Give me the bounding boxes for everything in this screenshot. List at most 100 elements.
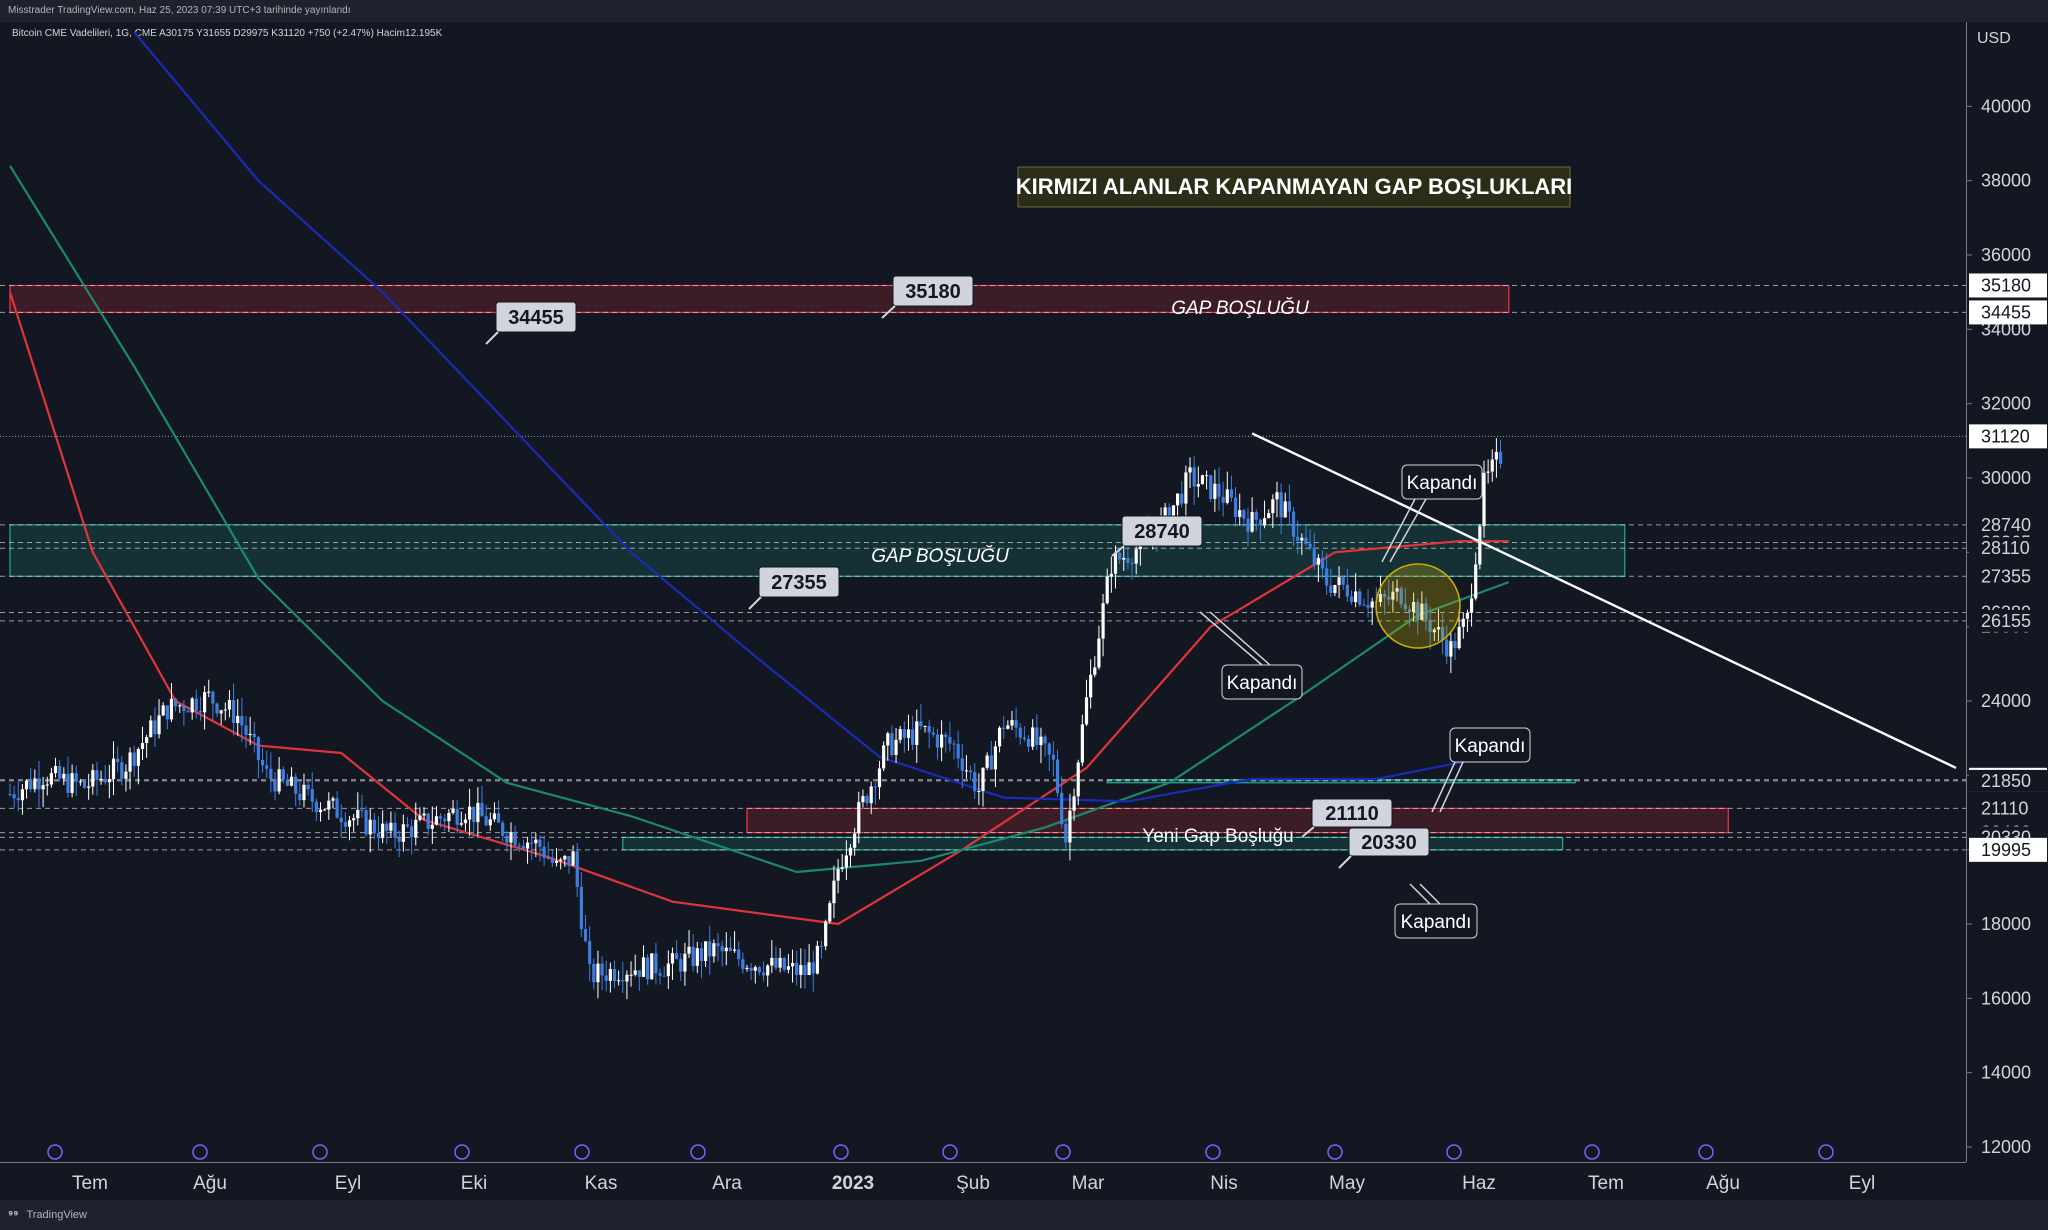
candle-body: [1383, 593, 1387, 597]
event-marker-icon[interactable]: [192, 1144, 208, 1160]
candle-body: [1072, 796, 1076, 811]
candle-body: [1395, 588, 1399, 592]
candle-body: [227, 699, 232, 710]
candle-body: [1122, 557, 1126, 560]
event-marker-icon[interactable]: [1446, 1144, 1462, 1160]
tag-35180: 35180: [881, 275, 974, 319]
candle-body: [749, 967, 753, 971]
candle-body: [273, 779, 277, 792]
event-marker-icon[interactable]: [1818, 1144, 1834, 1160]
price-label-35180: 35180: [1981, 275, 2031, 295]
candle-body: [1221, 496, 1225, 503]
candle-body: [459, 823, 463, 825]
candle-body: [658, 973, 662, 976]
candle-body: [728, 947, 733, 951]
x-tick-label: Şub: [956, 1173, 990, 1194]
candle-body: [281, 769, 285, 780]
event-marker-icon[interactable]: [312, 1144, 328, 1160]
candle-body: [107, 779, 111, 783]
candle-body: [1275, 492, 1279, 500]
candle-body: [1010, 720, 1014, 726]
candle-body: [405, 824, 410, 827]
event-marker-icon[interactable]: [690, 1144, 706, 1160]
candle-body: [1031, 727, 1035, 747]
closed-callout-2: Kapandı: [1199, 611, 1303, 700]
candle-body: [790, 962, 795, 967]
candle-body: [153, 720, 157, 735]
candle-body: [567, 855, 571, 866]
price-labels: 3518034455311202874028265281102735526380…: [1969, 273, 2047, 862]
candle-body: [1118, 552, 1122, 560]
event-marker-icon[interactable]: [1327, 1144, 1343, 1160]
candle-body: [699, 948, 704, 961]
candle-body: [803, 965, 807, 976]
candle-body: [136, 748, 140, 766]
candle-body: [732, 949, 737, 951]
candle-body: [1184, 472, 1188, 504]
price-label-bg: [1969, 513, 2047, 536]
candle-body: [703, 941, 708, 961]
candle-body: [434, 816, 439, 825]
candle-body: [29, 780, 33, 790]
event-marker-icon[interactable]: [454, 1144, 470, 1160]
y-tick-label: 12000: [1981, 1137, 2031, 1157]
svg-text:Kapandı: Kapandı: [1227, 673, 1298, 694]
candle-body: [782, 957, 786, 970]
candle-body: [397, 837, 401, 842]
candle-body: [737, 949, 741, 960]
candle-body: [952, 743, 956, 745]
highlight-circle: [1375, 563, 1461, 649]
candle-body: [625, 974, 629, 982]
event-marker-icon[interactable]: [833, 1144, 849, 1160]
candle-body: [890, 733, 894, 755]
candle-body: [542, 846, 546, 858]
candle-body: [964, 770, 969, 772]
descending-trendline[interactable]: [1251, 432, 1957, 769]
candle-body: [443, 818, 447, 822]
candle-body: [430, 824, 434, 829]
candle-body: [298, 793, 302, 801]
candle-body: [554, 860, 559, 863]
time-axis[interactable]: Tem Ağu Eyl Eki Kas Ara 2023 Şub Mar Nis May Haz Tem…: [0, 1162, 1966, 1201]
candle-body: [157, 715, 161, 735]
candle-body: [935, 734, 940, 748]
candle-body: [368, 819, 372, 835]
price-label-34455: 34455: [1981, 302, 2031, 322]
candle-body: [1204, 475, 1209, 477]
y-tick-label: 18000: [1981, 914, 2031, 934]
price-label-bg: [1969, 609, 2047, 632]
price-label-28740: 28740: [1981, 515, 2031, 535]
svg-text:Kapandı: Kapandı: [1455, 736, 1526, 757]
x-ticks: Tem Ağu Eyl Eki Kas Ara 2023 Şub Mar Nis May Haz Tem…: [72, 1173, 1875, 1194]
candle-body: [857, 802, 861, 834]
y-tick-label: 24000: [1981, 691, 2031, 711]
event-markers[interactable]: [47, 1144, 1834, 1160]
candle-body: [145, 737, 149, 744]
candle-body: [223, 709, 227, 711]
title-box: [1017, 166, 1571, 208]
candle-body: [1403, 604, 1407, 610]
price-axis-svg: USD 120001400016000180002000022000240002…: [1967, 30, 2047, 1157]
price-axis[interactable]: USD 120001400016000180002000022000240002…: [1966, 22, 2048, 1162]
candle-body: [1308, 543, 1312, 548]
price-label-bg: [1969, 537, 2047, 560]
event-marker-icon[interactable]: [1584, 1144, 1600, 1160]
candlestick-chart[interactable]: Bitcoin CME Vadelileri, 1G, CME A30175 Y…: [0, 22, 1966, 1162]
candle-body: [447, 812, 451, 822]
event-marker-icon[interactable]: [1055, 1144, 1071, 1160]
candle-body: [530, 842, 534, 844]
event-marker-icon[interactable]: [942, 1144, 958, 1160]
candle-body: [799, 965, 803, 975]
candle-body: [194, 698, 198, 711]
candle-body: [339, 817, 343, 823]
price-label-bg: [1969, 769, 2047, 792]
event-marker-icon[interactable]: [1698, 1144, 1714, 1160]
event-marker-icon[interactable]: [574, 1144, 590, 1160]
price-label-bg: [1969, 424, 2047, 449]
chart-area[interactable]: Bitcoin CME Vadelileri, 1G, CME A30175 Y…: [0, 22, 1966, 1162]
event-marker-icon[interactable]: [1205, 1144, 1221, 1160]
event-marker-icon[interactable]: [47, 1144, 63, 1160]
candle-body: [695, 948, 699, 966]
candle-body: [1192, 467, 1196, 487]
trendline[interactable]: [1251, 432, 1957, 769]
